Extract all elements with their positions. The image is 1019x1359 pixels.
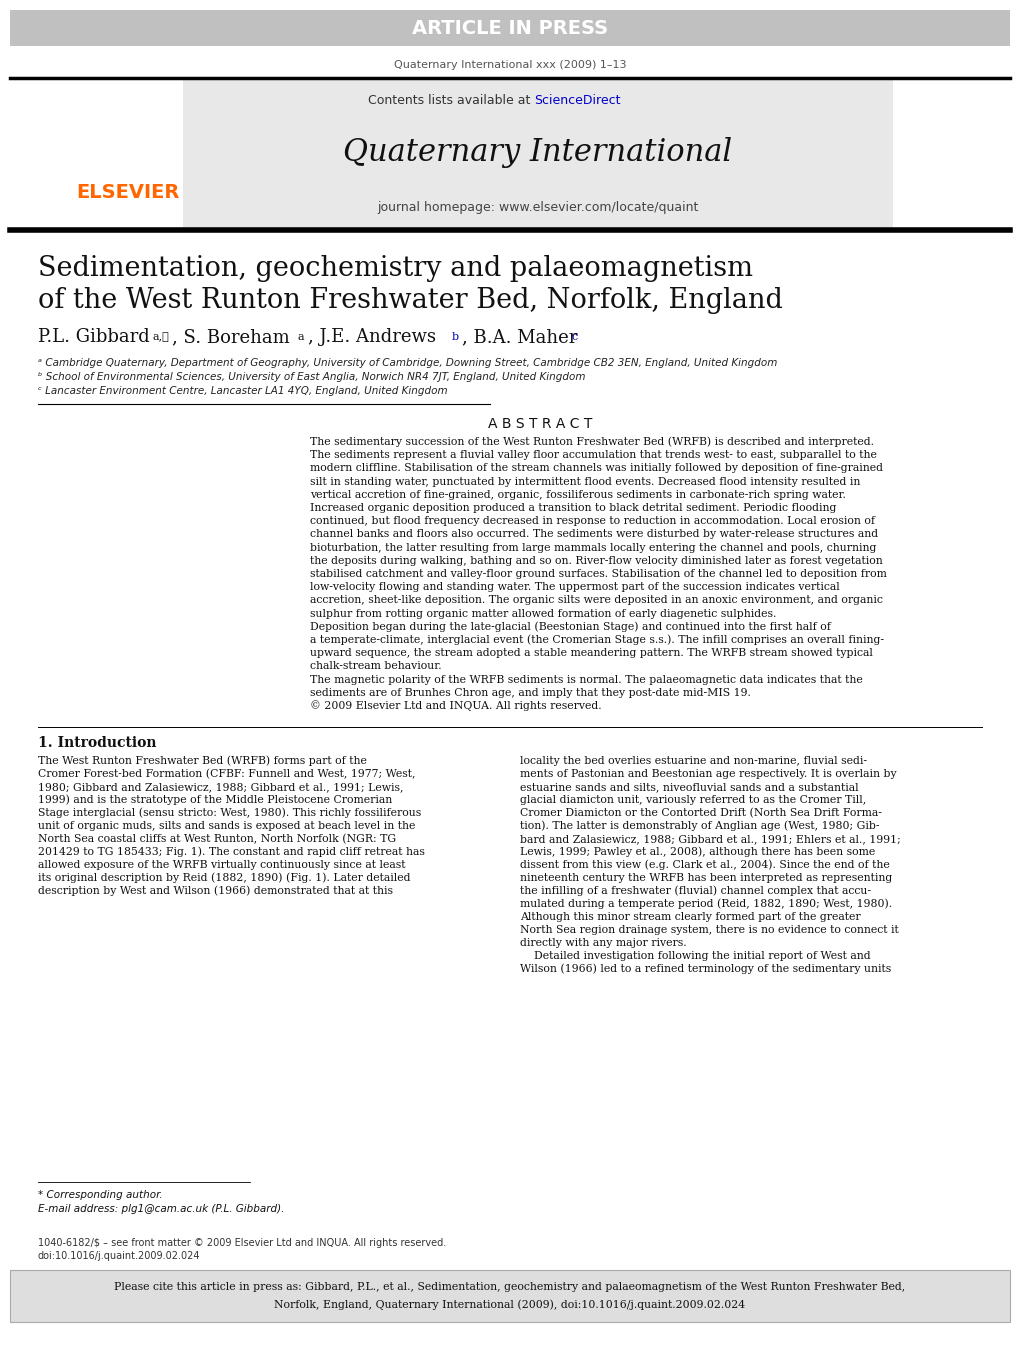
Text: a temperate-climate, interglacial event (the Cromerian Stage s.s.). The infill c: a temperate-climate, interglacial event … xyxy=(310,635,883,646)
Text: bard and Zalasiewicz, 1988; Gibbard et al., 1991; Ehlers et al., 1991;: bard and Zalasiewicz, 1988; Gibbard et a… xyxy=(520,834,900,844)
Text: the infilling of a freshwater (fluvial) channel complex that accu-: the infilling of a freshwater (fluvial) … xyxy=(520,886,870,897)
Text: unit of organic muds, silts and sands is exposed at beach level in the: unit of organic muds, silts and sands is… xyxy=(38,821,415,832)
Text: Norfolk, England, Quaternary International (2009), doi:10.1016/j.quaint.2009.02.: Norfolk, England, Quaternary Internation… xyxy=(274,1299,745,1310)
Text: dissent from this view (e.g. Clark et al., 2004). Since the end of the: dissent from this view (e.g. Clark et al… xyxy=(520,860,889,871)
Text: A B S T R A C T: A B S T R A C T xyxy=(487,417,592,431)
Bar xyxy=(10,10,1009,46)
Text: 1999) and is the stratotype of the Middle Pleistocene Cromerian: 1999) and is the stratotype of the Middl… xyxy=(38,795,392,806)
Text: silt in standing water, punctuated by intermittent flood events. Decreased flood: silt in standing water, punctuated by in… xyxy=(310,477,860,487)
Text: North Sea coastal cliffs at West Runton, North Norfolk (NGR: TG: North Sea coastal cliffs at West Runton,… xyxy=(38,834,395,844)
Text: Please cite this article in press as: Gibbard, P.L., et al., Sedimentation, geoc: Please cite this article in press as: Gi… xyxy=(114,1282,905,1292)
Text: sulphur from rotting organic matter allowed formation of early diagenetic sulphi: sulphur from rotting organic matter allo… xyxy=(310,609,775,618)
Text: , B.A. Maher: , B.A. Maher xyxy=(462,328,577,347)
Text: vertical accretion of fine-grained, organic, fossiliferous sediments in carbonat: vertical accretion of fine-grained, orga… xyxy=(310,489,845,500)
Text: a,⋆: a,⋆ xyxy=(153,332,169,342)
Text: E-mail address: plg1@cam.ac.uk (P.L. Gibbard).: E-mail address: plg1@cam.ac.uk (P.L. Gib… xyxy=(38,1204,284,1214)
Text: , S. Boreham: , S. Boreham xyxy=(172,328,289,347)
Text: The sediments represent a fluvial valley floor accumulation that trends west- to: The sediments represent a fluvial valley… xyxy=(310,450,876,461)
Text: North Sea region drainage system, there is no evidence to connect it: North Sea region drainage system, there … xyxy=(520,925,898,935)
Text: mulated during a temperate period (Reid, 1882, 1890; West, 1980).: mulated during a temperate period (Reid,… xyxy=(520,898,892,909)
Text: chalk-stream behaviour.: chalk-stream behaviour. xyxy=(310,662,441,671)
Text: ELSEVIER: ELSEVIER xyxy=(76,183,179,202)
Text: c: c xyxy=(572,332,578,342)
Text: Increased organic deposition produced a transition to black detrital sediment. P: Increased organic deposition produced a … xyxy=(310,503,836,512)
Text: description by West and Wilson (1966) demonstrated that at this: description by West and Wilson (1966) de… xyxy=(38,886,392,897)
Bar xyxy=(182,79,892,228)
Text: Sedimentation, geochemistry and palaeomagnetism: Sedimentation, geochemistry and palaeoma… xyxy=(38,254,752,281)
Text: bioturbation, the latter resulting from large mammals locally entering the chann: bioturbation, the latter resulting from … xyxy=(310,542,875,553)
Text: Stage interglacial (sensu stricto: West, 1980). This richly fossiliferous: Stage interglacial (sensu stricto: West,… xyxy=(38,807,421,818)
Text: Cromer Diamicton or the Contorted Drift (North Sea Drift Forma-: Cromer Diamicton or the Contorted Drift … xyxy=(520,809,881,818)
Text: ARTICLE IN PRESS: ARTICLE IN PRESS xyxy=(412,19,607,38)
Text: the deposits during walking, bathing and so on. River-flow velocity diminished l: the deposits during walking, bathing and… xyxy=(310,556,881,565)
Text: a: a xyxy=(298,332,305,342)
Text: The sedimentary succession of the West Runton Freshwater Bed (WRFB) is described: The sedimentary succession of the West R… xyxy=(310,436,873,447)
Text: nineteenth century the WRFB has been interpreted as representing: nineteenth century the WRFB has been int… xyxy=(520,874,892,883)
Text: Contents lists available at: Contents lists available at xyxy=(367,95,534,107)
Text: glacial diamicton unit, variously referred to as the Cromer Till,: glacial diamicton unit, variously referr… xyxy=(520,795,865,805)
Text: stabilised catchment and valley-floor ground surfaces. Stabilisation of the chan: stabilised catchment and valley-floor gr… xyxy=(310,569,886,579)
Text: 201429 to TG 185433; Fig. 1). The constant and rapid cliff retreat has: 201429 to TG 185433; Fig. 1). The consta… xyxy=(38,847,425,858)
Text: The West Runton Freshwater Bed (WRFB) forms part of the: The West Runton Freshwater Bed (WRFB) fo… xyxy=(38,756,367,766)
Text: * Corresponding author.: * Corresponding author. xyxy=(38,1190,162,1200)
Text: allowed exposure of the WRFB virtually continuously since at least: allowed exposure of the WRFB virtually c… xyxy=(38,860,406,870)
Text: channel banks and floors also occurred. The sediments were disturbed by water-re: channel banks and floors also occurred. … xyxy=(310,530,877,540)
Text: directly with any major rivers.: directly with any major rivers. xyxy=(520,938,686,949)
Text: ScienceDirect: ScienceDirect xyxy=(534,95,620,107)
Text: Detailed investigation following the initial report of West and: Detailed investigation following the ini… xyxy=(520,951,870,961)
Text: sediments are of Brunhes Chron age, and imply that they post-date mid-MIS 19.: sediments are of Brunhes Chron age, and … xyxy=(310,688,750,697)
Text: Cromer Forest-bed Formation (CFBF: Funnell and West, 1977; West,: Cromer Forest-bed Formation (CFBF: Funne… xyxy=(38,769,415,779)
Text: low-velocity flowing and standing water. The uppermost part of the succession in: low-velocity flowing and standing water.… xyxy=(310,582,839,593)
Text: its original description by Reid (1882, 1890) (Fig. 1). Later detailed: its original description by Reid (1882, … xyxy=(38,872,410,883)
Text: Quaternary International xxx (2009) 1–13: Quaternary International xxx (2009) 1–13 xyxy=(393,60,626,71)
Text: The magnetic polarity of the WRFB sediments is normal. The palaeomagnetic data i: The magnetic polarity of the WRFB sedime… xyxy=(310,674,862,685)
Text: ments of Pastonian and Beestonian age respectively. It is overlain by: ments of Pastonian and Beestonian age re… xyxy=(520,769,896,779)
Text: Although this minor stream clearly formed part of the greater: Although this minor stream clearly forme… xyxy=(520,912,860,923)
Text: 1980; Gibbard and Zalasiewicz, 1988; Gibbard et al., 1991; Lewis,: 1980; Gibbard and Zalasiewicz, 1988; Gib… xyxy=(38,783,404,792)
Text: Lewis, 1999; Pawley et al., 2008), although there has been some: Lewis, 1999; Pawley et al., 2008), altho… xyxy=(520,847,874,858)
Text: of the West Runton Freshwater Bed, Norfolk, England: of the West Runton Freshwater Bed, Norfo… xyxy=(38,287,783,314)
Text: 1040-6182/$ – see front matter © 2009 Elsevier Ltd and INQUA. All rights reserve: 1040-6182/$ – see front matter © 2009 El… xyxy=(38,1238,446,1248)
Text: doi:10.1016/j.quaint.2009.02.024: doi:10.1016/j.quaint.2009.02.024 xyxy=(38,1252,201,1261)
Text: estuarine sands and silts, niveofluvial sands and a substantial: estuarine sands and silts, niveofluvial … xyxy=(520,783,858,792)
Text: ᵃ Cambridge Quaternary, Department of Geography, University of Cambridge, Downin: ᵃ Cambridge Quaternary, Department of Ge… xyxy=(38,357,776,368)
Text: accretion, sheet-like deposition. The organic silts were deposited in an anoxic : accretion, sheet-like deposition. The or… xyxy=(310,595,882,605)
Bar xyxy=(10,1271,1009,1322)
Text: Quaternary International: Quaternary International xyxy=(343,137,732,169)
Text: b: b xyxy=(451,332,459,342)
Text: tion). The latter is demonstrably of Anglian age (West, 1980; Gib-: tion). The latter is demonstrably of Ang… xyxy=(520,821,878,832)
Text: , J.E. Andrews: , J.E. Andrews xyxy=(308,328,435,347)
Text: P.L. Gibbard: P.L. Gibbard xyxy=(38,328,150,347)
Text: journal homepage: www.elsevier.com/locate/quaint: journal homepage: www.elsevier.com/locat… xyxy=(377,201,698,215)
Text: upward sequence, the stream adopted a stable meandering pattern. The WRFB stream: upward sequence, the stream adopted a st… xyxy=(310,648,872,658)
Text: Deposition began during the late-glacial (Beestonian Stage) and continued into t: Deposition began during the late-glacial… xyxy=(310,621,830,632)
Text: © 2009 Elsevier Ltd and INQUA. All rights reserved.: © 2009 Elsevier Ltd and INQUA. All right… xyxy=(310,701,601,711)
Text: modern cliffline. Stabilisation of the stream channels was initially followed by: modern cliffline. Stabilisation of the s… xyxy=(310,463,882,473)
Text: Wilson (1966) led to a refined terminology of the sedimentary units: Wilson (1966) led to a refined terminolo… xyxy=(520,964,891,974)
Text: continued, but flood frequency decreased in response to reduction in accommodati: continued, but flood frequency decreased… xyxy=(310,516,874,526)
Text: ᶜ Lancaster Environment Centre, Lancaster LA1 4YQ, England, United Kingdom: ᶜ Lancaster Environment Centre, Lancaste… xyxy=(38,386,447,395)
Text: ᵇ School of Environmental Sciences, University of East Anglia, Norwich NR4 7JT, : ᵇ School of Environmental Sciences, Univ… xyxy=(38,372,585,382)
Text: 1. Introduction: 1. Introduction xyxy=(38,737,156,750)
Text: locality the bed overlies estuarine and non-marine, fluvial sedi-: locality the bed overlies estuarine and … xyxy=(520,756,866,766)
